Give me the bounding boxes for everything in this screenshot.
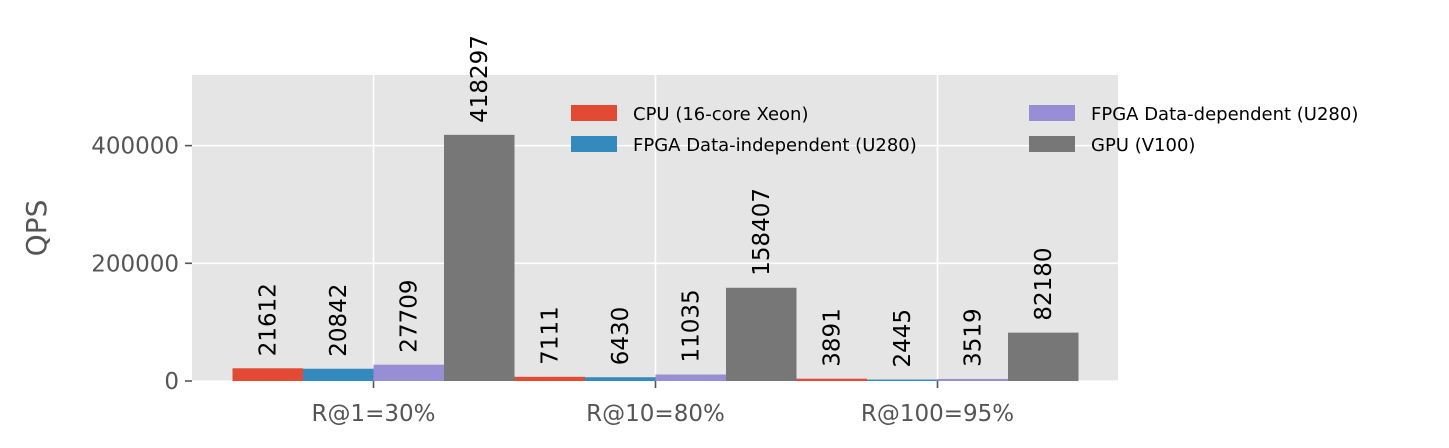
bar-value-label: 158407	[749, 188, 775, 276]
bar-value-label: 11035	[679, 289, 705, 362]
bar-value-label: 27709	[397, 280, 423, 353]
bar	[867, 379, 938, 381]
bar	[796, 378, 867, 381]
x-tick-label: R@100=95%	[861, 401, 1014, 427]
bar-value-label: 2445	[890, 309, 916, 368]
y-tick-label: 400000	[91, 134, 179, 160]
y-axis-label: QPS	[20, 200, 53, 257]
bar-value-label: 20842	[326, 284, 352, 357]
legend-label: FPGA Data-independent (U280)	[633, 135, 917, 156]
bar	[1008, 332, 1079, 381]
bar	[232, 368, 303, 381]
legend-swatch	[571, 136, 617, 152]
x-tick-label: R@1=30%	[311, 401, 435, 427]
bar-value-labels: 21612 7111 3891 20842 6430 2445 27709 11035 3519…	[256, 35, 1058, 368]
bar	[514, 376, 585, 381]
legend-swatch	[571, 105, 617, 121]
bar-value-label: 3519	[961, 308, 987, 367]
bar-value-label: 82180	[1031, 247, 1057, 320]
bars	[232, 134, 1079, 381]
legend: CPU (16-core Xeon) FPGA Data-independent …	[571, 104, 1358, 156]
bar-value-label: 7111	[538, 306, 564, 365]
legend-label: CPU (16-core Xeon)	[633, 104, 809, 125]
bar	[655, 374, 726, 381]
bar	[726, 287, 797, 381]
bar	[373, 364, 444, 381]
bar	[937, 378, 1008, 381]
bar-value-label: 21612	[256, 283, 282, 356]
bar-value-label: 3891	[820, 308, 846, 367]
bar	[444, 134, 515, 381]
legend-label: FPGA Data-dependent (U280)	[1091, 104, 1358, 125]
legend-swatch	[1029, 136, 1075, 152]
y-tick-label: 0	[164, 369, 179, 395]
y-tick-label: 200000	[91, 251, 179, 277]
legend-swatch	[1029, 105, 1075, 121]
bar	[585, 377, 656, 381]
bar	[303, 368, 374, 381]
bar-value-label: 6430	[608, 307, 634, 366]
axis-ticks: 0 200000 400000 R@1=30% R@10=80% R@100=95%	[91, 134, 1014, 427]
x-tick-label: R@10=80%	[586, 401, 725, 427]
bar-value-label: 418297	[467, 35, 493, 123]
legend-label: GPU (V100)	[1091, 135, 1195, 156]
